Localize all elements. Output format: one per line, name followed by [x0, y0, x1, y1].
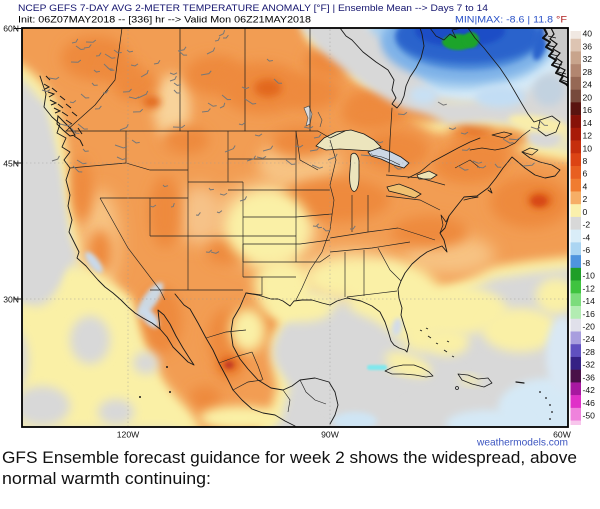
svg-text:10: 10 [583, 143, 593, 153]
svg-text:60N: 60N [3, 24, 19, 34]
svg-text:-6: -6 [583, 245, 591, 255]
svg-text:6: 6 [583, 169, 588, 179]
svg-text:90W: 90W [321, 430, 340, 440]
svg-text:°F: °F [556, 15, 567, 26]
svg-text:32: 32 [583, 54, 593, 64]
svg-text:-20: -20 [583, 322, 596, 332]
svg-text:-8: -8 [583, 258, 591, 268]
svg-text:-28: -28 [583, 347, 596, 357]
svg-text:-50: -50 [583, 411, 596, 421]
svg-text:28: 28 [583, 67, 593, 77]
svg-text:4: 4 [583, 182, 588, 192]
svg-text:-24: -24 [583, 334, 596, 344]
svg-text:weathermodels.com: weathermodels.com [476, 438, 568, 449]
svg-text:20: 20 [583, 92, 593, 102]
svg-text:45N: 45N [3, 159, 19, 169]
svg-text:-42: -42 [583, 385, 596, 395]
svg-text:MIN|MAX: -8.6 | 11.8: MIN|MAX: -8.6 | 11.8 [455, 15, 553, 26]
svg-text:GFS Ensemble forecast guidance: GFS Ensemble forecast guidance for week … [2, 449, 577, 467]
svg-text:-32: -32 [583, 360, 596, 370]
svg-text:12: 12 [583, 131, 593, 141]
svg-text:Init: 06Z07MAY2018 -- [336] hr: Init: 06Z07MAY2018 -- [336] hr --> Valid… [18, 15, 311, 26]
svg-text:-12: -12 [583, 283, 596, 293]
svg-text:-36: -36 [583, 372, 596, 382]
svg-text:-16: -16 [583, 309, 596, 319]
svg-text:36: 36 [583, 41, 593, 51]
svg-text:-2: -2 [583, 220, 591, 230]
svg-text:16: 16 [583, 105, 593, 115]
svg-text:-10: -10 [583, 271, 596, 281]
svg-text:normal warmth continuing:: normal warmth continuing: [2, 470, 211, 488]
svg-text:8: 8 [583, 156, 588, 166]
svg-text:NCEP GEFS 7-DAY AVG 2-METER TE: NCEP GEFS 7-DAY AVG 2-METER TEMPERATURE … [18, 3, 489, 14]
svg-text:24: 24 [583, 80, 593, 90]
svg-text:-46: -46 [583, 398, 596, 408]
svg-text:14: 14 [583, 118, 593, 128]
svg-text:0: 0 [583, 207, 588, 217]
svg-text:2: 2 [583, 194, 588, 204]
svg-text:120W: 120W [117, 430, 140, 440]
svg-text:60W: 60W [553, 430, 572, 440]
svg-text:-4: -4 [583, 232, 591, 242]
svg-text:30N: 30N [3, 295, 19, 305]
svg-text:-14: -14 [583, 296, 596, 306]
svg-text:40: 40 [583, 29, 593, 39]
